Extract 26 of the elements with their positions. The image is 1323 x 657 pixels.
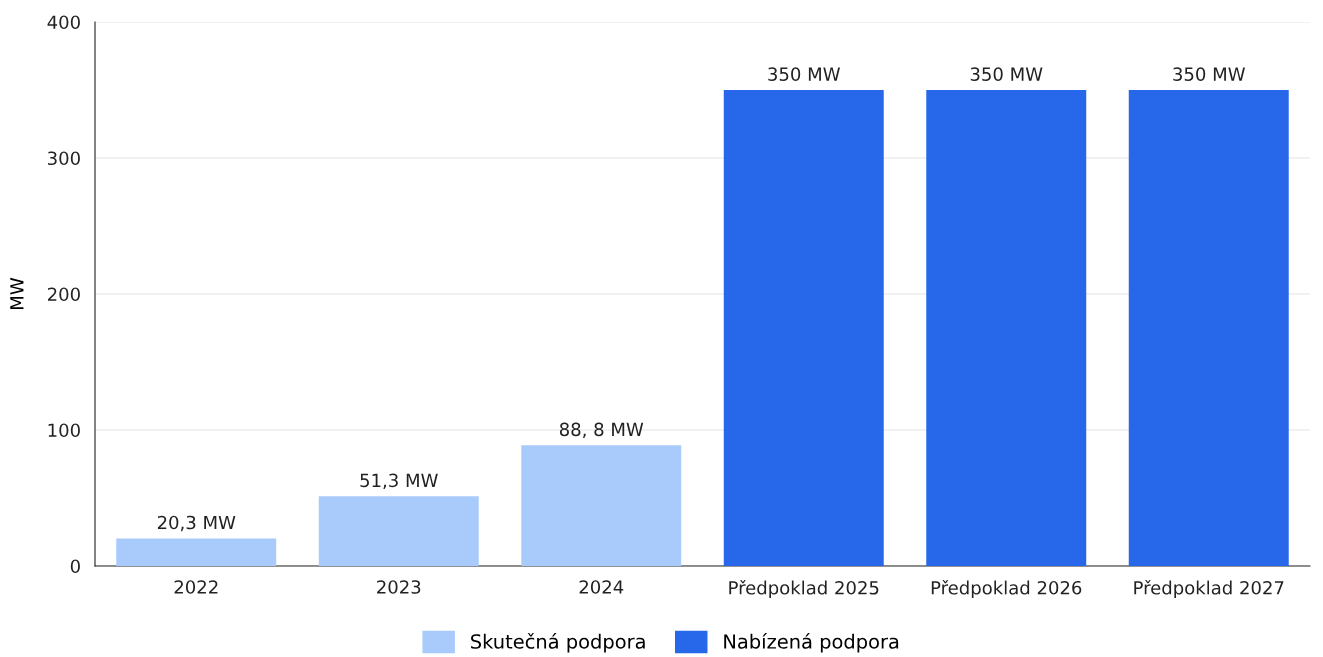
- bar: [116, 538, 277, 566]
- y-tick-label: 400: [47, 15, 80, 30]
- bar: [318, 496, 479, 566]
- legend-label: Nabízená podpora: [724, 633, 899, 653]
- bar: [723, 90, 884, 566]
- data-label: 350 MW: [970, 67, 1043, 81]
- data-label: 20,3 MW: [157, 515, 236, 532]
- y-tick-label: 100: [48, 423, 80, 438]
- data-label: 350 MW: [768, 67, 840, 81]
- y-tick-label: 0: [70, 559, 80, 574]
- x-tick-label: 2022: [174, 580, 218, 594]
- bar: [1128, 90, 1289, 566]
- x-tick-label: 2023: [377, 580, 421, 594]
- x-tick-label: 2024: [579, 580, 624, 594]
- x-tick-label: Předpoklad 2025: [729, 579, 879, 599]
- y-tick-label: 300: [48, 151, 80, 166]
- x-tick-label: Předpoklad 2027: [1134, 579, 1284, 599]
- data-label: 51,3 MW: [360, 473, 438, 490]
- data-label: 350 MW: [1173, 67, 1245, 81]
- legend-label: Skutečná podpora: [471, 633, 645, 653]
- y-axis-title: MW: [10, 277, 24, 309]
- bar: [521, 445, 682, 566]
- annotation: 88, 8 MW: [559, 422, 644, 439]
- y-tick-label: 200: [47, 287, 80, 302]
- bar: [926, 90, 1087, 566]
- x-tick-label: Předpoklad 2026: [931, 579, 1082, 599]
